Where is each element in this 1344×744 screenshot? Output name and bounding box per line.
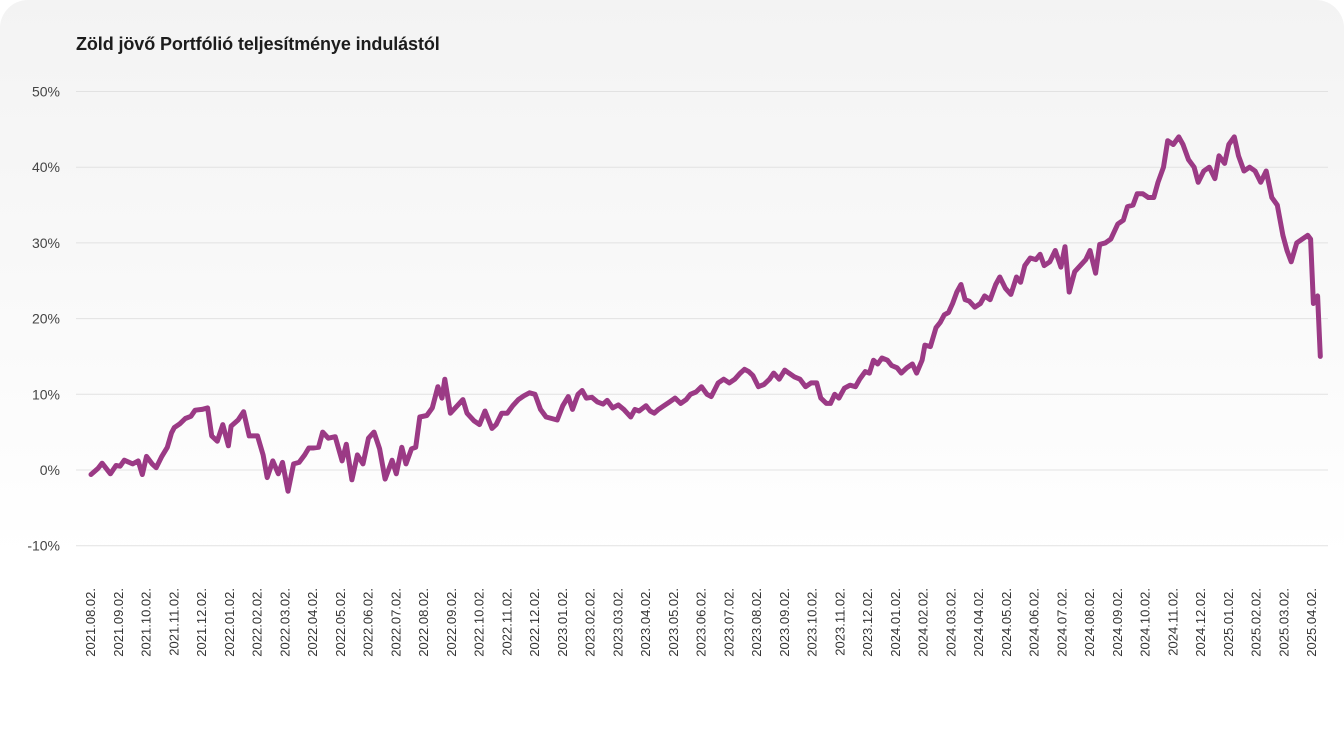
x-tick-label: 2024.01.02.	[888, 588, 903, 657]
x-tick-label: 2023.01.02.	[555, 588, 570, 657]
series-line-0	[88, 134, 1323, 494]
y-tick-label: 20%	[32, 311, 60, 327]
x-tick-label: 2024.12.02.	[1193, 588, 1208, 657]
x-tick-label: 2022.08.02.	[416, 588, 431, 657]
y-tick-label: -10%	[27, 538, 60, 554]
x-tick-label: 2023.06.02.	[694, 588, 709, 657]
x-tick-label: 2022.11.02.	[499, 588, 514, 656]
x-tick-label: 2023.08.02.	[749, 588, 764, 657]
x-tick-label: 2024.06.02.	[1027, 588, 1042, 657]
x-tick-label: 2022.04.02.	[305, 588, 320, 657]
x-tick-label: 2021.09.02.	[111, 588, 126, 657]
x-tick-label: 2023.11.02.	[832, 588, 847, 656]
x-tick-label: 2023.02.02.	[583, 588, 598, 657]
y-tick-label: 30%	[32, 235, 60, 251]
x-tick-label: 2024.11.02.	[1165, 588, 1180, 656]
x-tick-label: 2023.10.02.	[805, 588, 820, 657]
x-tick-label: 2022.06.02.	[361, 588, 376, 657]
x-tick-label: 2022.05.02.	[333, 588, 348, 657]
x-tick-label: 2022.03.02.	[277, 588, 292, 657]
x-tick-label: 2024.07.02.	[1054, 588, 1069, 657]
y-tick-label: 0%	[40, 462, 60, 478]
x-tick-label: 2023.12.02.	[860, 588, 875, 657]
x-tick-label: 2023.03.02.	[610, 588, 625, 657]
x-tick-label: 2025.01.02.	[1221, 588, 1236, 657]
x-tick-label: 2024.10.02.	[1138, 588, 1153, 657]
x-tick-label: 2024.04.02.	[971, 588, 986, 657]
x-tick-label: 2022.02.02.	[250, 588, 265, 657]
x-tick-label: 2022.10.02.	[472, 588, 487, 657]
x-tick-label: 2022.12.02.	[527, 588, 542, 657]
x-tick-label: 2022.07.02.	[388, 588, 403, 657]
y-tick-label: 50%	[32, 84, 60, 100]
x-tick-label: 2023.07.02.	[721, 588, 736, 657]
x-tick-label: 2024.02.02.	[916, 588, 931, 657]
chart-title: Zöld jövő Portfólió teljesítménye indulá…	[76, 34, 440, 54]
x-tick-label: 2024.05.02.	[999, 588, 1014, 657]
x-tick-label: 2025.04.02.	[1304, 588, 1319, 657]
x-tick-label: 2025.02.02.	[1249, 588, 1264, 657]
x-tick-label: 2024.09.02.	[1110, 588, 1125, 657]
x-tick-label: 2022.09.02.	[444, 588, 459, 657]
x-tick-label: 2021.10.02.	[139, 588, 154, 657]
x-tick-label: 2024.08.02.	[1082, 588, 1097, 657]
x-tick-label: 2021.08.02.	[83, 588, 98, 657]
x-tick-label: 2025.03.02.	[1276, 588, 1291, 657]
x-tick-label: 2022.01.02.	[222, 588, 237, 657]
x-tick-label: 2023.09.02.	[777, 588, 792, 657]
x-tick-label: 2023.05.02.	[666, 588, 681, 657]
y-tick-label: 10%	[32, 386, 60, 402]
x-tick-label: 2021.11.02.	[166, 588, 181, 656]
x-tick-label: 2023.04.02.	[638, 588, 653, 657]
y-tick-label: 40%	[32, 159, 60, 175]
x-tick-label: 2021.12.02.	[194, 588, 209, 657]
x-tick-label: 2024.03.02.	[943, 588, 958, 657]
